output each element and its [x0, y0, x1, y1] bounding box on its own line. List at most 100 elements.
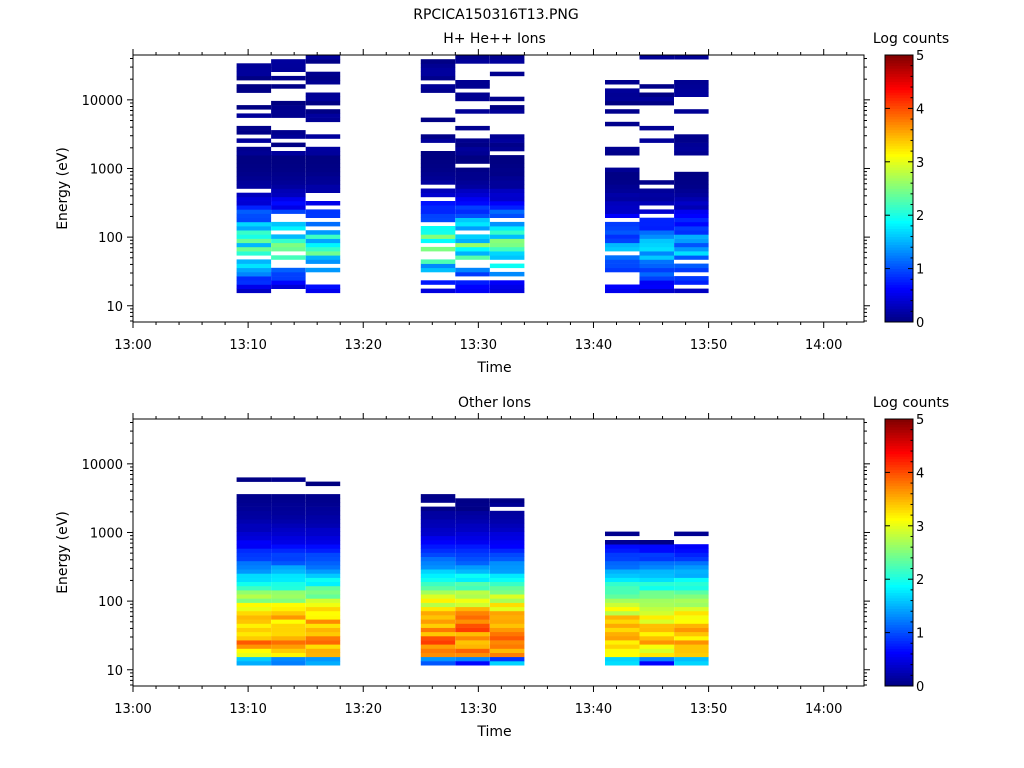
spectrogram-cell	[455, 55, 490, 60]
spectrogram-cell	[271, 569, 306, 574]
colorbar-segment	[885, 531, 913, 535]
colorbar-segment	[885, 180, 913, 184]
spectrogram-cell	[236, 594, 272, 599]
colorbar-segment	[885, 587, 913, 591]
colorbar-segment	[885, 252, 913, 256]
spectrogram-cell	[236, 615, 272, 620]
spectrogram-cell	[420, 627, 456, 633]
spectrogram-cell	[271, 238, 306, 244]
spectrogram-cell	[236, 652, 272, 658]
spectrogram-cell	[455, 569, 490, 574]
spectrogram-cell	[489, 661, 525, 666]
spectrogram-cell	[674, 619, 709, 624]
colorbar-segment	[885, 461, 913, 465]
spectrogram-cell	[271, 606, 306, 612]
colorbar-segment	[885, 429, 913, 433]
colorbar-tick-label: 2	[916, 573, 924, 588]
spectrogram-cell	[455, 125, 490, 131]
spectrogram-cell	[420, 230, 456, 235]
spectrogram-cell	[455, 498, 490, 503]
spectrogram-cell	[236, 217, 272, 223]
spectrogram-cell	[489, 544, 525, 549]
spectrogram-cell	[605, 242, 640, 248]
spectrogram-cell	[489, 535, 525, 541]
spectrogram-cell	[639, 569, 674, 574]
spectrogram-cell	[305, 494, 341, 499]
colorbar-segment	[885, 667, 913, 671]
spectrogram-cell	[639, 242, 674, 248]
spectrogram-cell	[305, 167, 341, 173]
colorbar-segment	[885, 215, 913, 219]
colorbar-segment	[885, 313, 913, 318]
spectrogram-cell	[236, 130, 272, 135]
spectrogram-cell	[271, 280, 306, 285]
spectrogram-cell	[674, 146, 709, 152]
spectrogram-cell	[305, 255, 341, 260]
spectrogram-cell	[674, 209, 709, 214]
spectrogram-cell	[489, 255, 525, 260]
spectrogram-cell	[489, 648, 525, 653]
spectrogram-cell	[420, 246, 456, 252]
x-tick-label: 13:40	[575, 702, 612, 717]
spectrogram-cell	[420, 209, 456, 214]
spectrogram-cell	[236, 71, 272, 77]
spectrogram-cell	[639, 271, 674, 277]
colorbar-segment	[885, 100, 913, 104]
spectrogram-cell	[489, 635, 525, 641]
spectrogram-cell	[271, 242, 306, 248]
spectrogram-cell	[455, 631, 490, 637]
spectrogram-cell	[271, 581, 306, 587]
spectrogram-cell	[639, 610, 674, 616]
colorbar-segment	[885, 249, 913, 253]
colorbar-segment	[885, 265, 913, 269]
x-tick-label: 13:40	[575, 338, 612, 353]
spectrogram-cell	[674, 201, 709, 206]
y-axis-label: Energy (eV)	[55, 511, 71, 594]
colorbar-segment	[885, 477, 913, 481]
spectrogram-cell	[305, 661, 341, 666]
spectrogram-cell	[420, 602, 456, 608]
spectrogram-cell	[639, 623, 674, 628]
spectrogram-cell	[674, 84, 709, 89]
colorbar-segment	[885, 212, 913, 216]
spectrogram-cell	[305, 569, 341, 574]
spectrogram-cell	[271, 519, 306, 524]
spectrogram-cell	[271, 267, 306, 273]
spectrogram-cell	[489, 142, 525, 148]
spectrogram-cells	[236, 477, 709, 666]
colorbar-segment	[885, 116, 913, 120]
spectrogram-cell	[455, 519, 490, 524]
spectrogram-cell	[489, 155, 525, 160]
spectrogram-cell	[489, 213, 525, 218]
spectrogram-cell	[271, 573, 306, 578]
colorbar-segment	[885, 204, 913, 208]
spectrogram-cell	[236, 477, 272, 482]
spectrogram-cell	[489, 96, 525, 102]
spectrogram-cell	[605, 109, 640, 114]
spectrogram-cell	[489, 656, 525, 662]
colorbar-tick-label: 4	[916, 102, 924, 117]
spectrogram-cell	[271, 255, 306, 260]
spectrogram-cell	[236, 661, 272, 666]
spectrogram-cell	[420, 656, 456, 662]
spectrogram-cell	[455, 515, 490, 520]
colorbar-segment	[885, 113, 913, 117]
spectrogram-cell	[305, 581, 341, 587]
spectrogram-cell	[639, 615, 674, 620]
spectrogram-cell	[236, 146, 272, 152]
colorbar-segment	[885, 427, 913, 431]
spectrogram-cell	[455, 598, 490, 603]
spectrogram-cell	[236, 531, 272, 537]
colorbar-segment	[885, 129, 913, 133]
colorbar-segment	[885, 239, 913, 243]
spectrogram-cell	[489, 280, 525, 285]
spectrogram-cell	[489, 105, 525, 110]
spectrogram-cell	[605, 255, 640, 260]
spectrogram-cell	[639, 276, 674, 281]
spectrogram-cell	[455, 606, 490, 612]
spectrogram-cell	[674, 230, 709, 235]
spectrogram-cell	[455, 196, 490, 202]
spectrogram-cell	[236, 280, 272, 285]
spectrogram-cell	[639, 585, 674, 591]
